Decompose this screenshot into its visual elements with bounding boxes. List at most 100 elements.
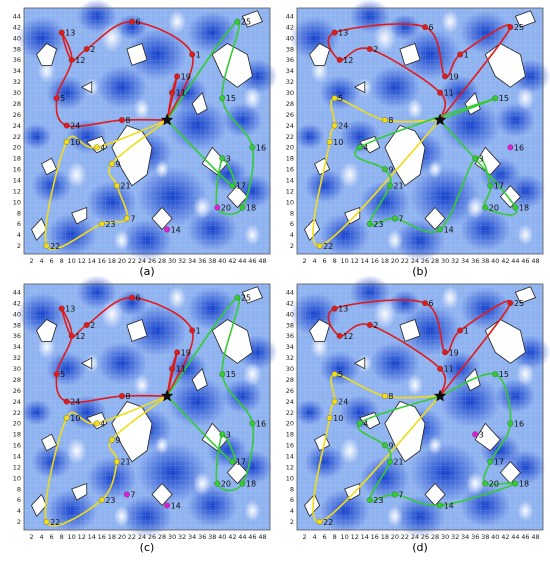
depot-star-icon [433, 389, 447, 402]
x-tick-label: 40 [218, 533, 226, 541]
customer-node-12 [336, 332, 343, 339]
customer-node-18 [512, 480, 519, 487]
x-tick-label: 4 [313, 533, 317, 541]
customer-node-6 [422, 300, 428, 307]
x-tick-label: 18 [381, 257, 389, 265]
customer-label-19: 19 [449, 348, 459, 357]
customer-label-8: 8 [388, 392, 393, 401]
island [36, 319, 58, 342]
customer-node-6 [422, 24, 428, 31]
y-tick-label: 8 [17, 485, 21, 493]
customer-label-23: 23 [373, 496, 383, 505]
x-tick-label: 2 [302, 257, 306, 265]
depot-star-icon [160, 389, 174, 402]
x-tick-label: 10 [68, 257, 76, 265]
x-tick-label: 8 [333, 533, 337, 541]
island [384, 401, 426, 463]
customer-node-15 [492, 371, 499, 378]
customer-label-14: 14 [171, 501, 181, 510]
island [384, 125, 426, 187]
route-red [166, 74, 179, 121]
x-tick-label: 36 [198, 533, 206, 541]
y-tick-label: 38 [286, 45, 294, 53]
customer-label-23: 23 [105, 220, 115, 229]
customer-label-12: 12 [343, 56, 353, 65]
island [514, 286, 537, 304]
customer-label-3: 3 [479, 430, 484, 439]
island [211, 319, 253, 364]
customer-label-22: 22 [50, 518, 60, 527]
customer-label-5: 5 [338, 370, 343, 379]
customer-label-3: 3 [226, 154, 231, 163]
customer-label-11: 11 [176, 89, 186, 98]
island [241, 10, 264, 28]
y-tick-label: 8 [290, 485, 294, 493]
x-tick-label: 46 [248, 257, 256, 265]
x-tick-label: 8 [60, 533, 64, 541]
customer-node-19 [442, 73, 449, 80]
map-grid [297, 284, 543, 530]
x-tick-label: 36 [471, 533, 479, 541]
x-tick-label: 14 [88, 533, 96, 541]
y-tick-label: 10 [13, 198, 21, 206]
x-tick-label: 6 [50, 257, 54, 265]
y-tick-label: 24 [13, 398, 21, 406]
customer-node-9 [108, 436, 115, 443]
x-tick-label: 14 [361, 257, 369, 265]
customer-label-3: 3 [226, 430, 231, 439]
customer-node-22 [316, 242, 323, 249]
y-tick-label: 8 [290, 209, 294, 217]
customer-label-22: 22 [50, 242, 60, 251]
x-tick-label: 16 [371, 257, 379, 265]
customer-label-13: 13 [65, 29, 75, 38]
customer-label-24: 24 [338, 122, 348, 131]
customer-node-25 [507, 300, 514, 307]
customer-label-17: 17 [236, 458, 246, 467]
customer-label-18: 18 [519, 204, 529, 213]
customer-label-4: 4 [363, 419, 368, 428]
customer-node-11 [437, 365, 444, 372]
customer-label-7: 7 [130, 490, 135, 499]
customer-node-17 [487, 458, 494, 465]
x-tick-label: 32 [178, 257, 186, 265]
y-tick-label: 12 [286, 463, 294, 471]
map-frame [23, 7, 271, 255]
x-tick-label: 4 [313, 257, 317, 265]
y-tick-label: 2 [290, 242, 294, 250]
x-tick-label: 14 [88, 257, 96, 265]
y-tick-label: 32 [13, 354, 21, 362]
map-frame [23, 283, 271, 531]
customer-label-24: 24 [70, 398, 80, 407]
y-tick-label: 26 [13, 111, 21, 119]
x-tick-label: 24 [138, 257, 146, 265]
customer-node-23 [366, 220, 373, 227]
customer-label-12: 12 [75, 56, 85, 65]
customer-node-23 [98, 220, 105, 227]
y-tick-label: 20 [286, 144, 294, 152]
y-tick-label: 30 [13, 365, 21, 373]
island [211, 43, 253, 88]
y-tick-label: 4 [17, 507, 21, 515]
y-tick-label: 40 [286, 310, 294, 318]
customer-label-23: 23 [373, 220, 383, 229]
customer-label-25: 25 [514, 299, 524, 308]
x-tick-label: 28 [158, 533, 166, 541]
y-tick-label: 34 [13, 67, 21, 75]
x-tick-label: 42 [501, 257, 509, 265]
customer-label-25: 25 [514, 23, 524, 32]
customer-label-6: 6 [429, 299, 434, 308]
customer-node-3 [219, 155, 226, 162]
y-tick-label: 6 [17, 496, 21, 504]
customer-label-10: 10 [70, 414, 80, 423]
x-tick-label: 34 [188, 257, 196, 265]
y-tick-label: 32 [13, 78, 21, 86]
x-tick-label: 32 [451, 533, 459, 541]
island [111, 125, 153, 187]
customer-node-10 [326, 414, 333, 421]
customer-label-14: 14 [171, 225, 181, 234]
customer-node-8 [381, 393, 388, 400]
y-tick-label: 16 [13, 442, 21, 450]
y-tick-label: 22 [286, 133, 294, 141]
x-tick-label: 14 [361, 533, 369, 541]
customer-node-13 [58, 305, 65, 312]
